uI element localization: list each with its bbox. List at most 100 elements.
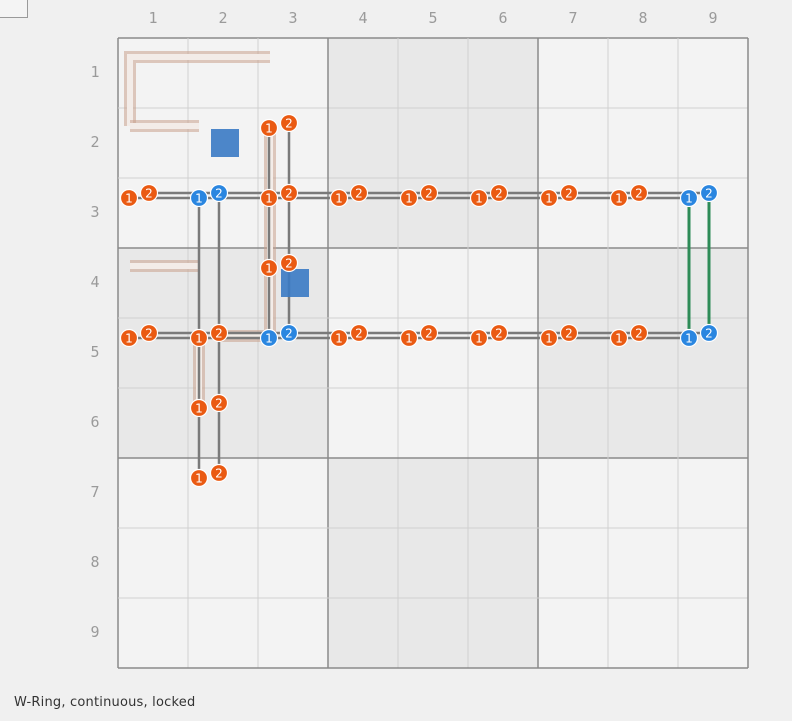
node-1[interactable]: 1 [539, 188, 559, 208]
svg-text:1: 1 [475, 192, 483, 206]
cursor-square[interactable] [281, 269, 309, 297]
row-label: 1 [90, 63, 100, 81]
column-label: 9 [708, 9, 718, 27]
node-1[interactable]: 1 [259, 188, 279, 208]
node-2[interactable]: 2 [419, 323, 439, 343]
svg-text:2: 2 [425, 327, 433, 341]
svg-text:1: 1 [335, 192, 343, 206]
svg-text:1: 1 [195, 402, 203, 416]
svg-text:1: 1 [265, 262, 273, 276]
node-1[interactable]: 1 [259, 118, 279, 138]
node-2[interactable]: 2 [209, 393, 229, 413]
node-1[interactable]: 1 [189, 328, 209, 348]
svg-text:2: 2 [145, 327, 153, 341]
svg-text:2: 2 [215, 187, 223, 201]
shaded-box [538, 248, 748, 458]
node-2[interactable]: 2 [209, 323, 229, 343]
node-2[interactable]: 2 [279, 253, 299, 273]
node-1[interactable]: 1 [609, 328, 629, 348]
row-label: 5 [90, 343, 100, 361]
node-2[interactable]: 2 [279, 183, 299, 203]
svg-text:2: 2 [215, 327, 223, 341]
node-1[interactable]: 1 [189, 468, 209, 488]
svg-text:1: 1 [195, 192, 203, 206]
svg-text:2: 2 [495, 187, 503, 201]
svg-text:2: 2 [565, 327, 573, 341]
node-1[interactable]: 1 [119, 188, 139, 208]
node-1[interactable]: 1 [469, 188, 489, 208]
node-1[interactable]: 1 [679, 328, 699, 348]
column-label: 8 [638, 9, 648, 27]
svg-text:1: 1 [615, 192, 623, 206]
node-1[interactable]: 1 [469, 328, 489, 348]
svg-text:2: 2 [355, 327, 363, 341]
game-board[interactable]: 1 2 1 2 1 2 1 2 1 2 1 2 1 2 1 2 1 21 2 1 2 1 2 1 2 1 2 1 2 1 2 1 2 1 21 21 2… [0, 0, 792, 690]
svg-text:2: 2 [215, 467, 223, 481]
node-1[interactable]: 1 [609, 188, 629, 208]
nodes[interactable]: 1 2 1 2 1 2 1 2 1 2 1 2 1 2 1 2 1 21 2 1 2 1 2 1 2 1 2 1 2 1 2 1 2 1 21 21 2… [119, 113, 719, 488]
column-label: 1 [148, 9, 158, 27]
node-2[interactable]: 2 [489, 183, 509, 203]
svg-text:1: 1 [195, 332, 203, 346]
svg-text:1: 1 [685, 192, 693, 206]
node-1[interactable]: 1 [329, 188, 349, 208]
svg-text:2: 2 [565, 187, 573, 201]
shaded-box [328, 458, 538, 668]
svg-text:2: 2 [705, 327, 713, 341]
node-2[interactable]: 2 [139, 183, 159, 203]
row-label: 8 [90, 553, 100, 571]
svg-text:1: 1 [195, 472, 203, 486]
cursor-square[interactable] [211, 129, 239, 157]
grid-lines [117, 37, 749, 669]
svg-text:1: 1 [125, 192, 133, 206]
node-2[interactable]: 2 [419, 183, 439, 203]
column-label: 7 [568, 9, 578, 27]
node-2[interactable]: 2 [559, 183, 579, 203]
svg-text:2: 2 [705, 187, 713, 201]
node-1[interactable]: 1 [189, 188, 209, 208]
svg-text:2: 2 [635, 187, 643, 201]
svg-text:1: 1 [125, 332, 133, 346]
node-2[interactable]: 2 [559, 323, 579, 343]
node-1[interactable]: 1 [329, 328, 349, 348]
node-1[interactable]: 1 [399, 328, 419, 348]
node-2[interactable]: 2 [699, 323, 719, 343]
node-1[interactable]: 1 [259, 258, 279, 278]
node-2[interactable]: 2 [349, 183, 369, 203]
node-2[interactable]: 2 [209, 463, 229, 483]
node-2[interactable]: 2 [629, 323, 649, 343]
node-1[interactable]: 1 [189, 398, 209, 418]
svg-text:2: 2 [425, 187, 433, 201]
svg-text:1: 1 [545, 192, 553, 206]
column-label: 5 [428, 9, 438, 27]
node-1[interactable]: 1 [399, 188, 419, 208]
svg-text:1: 1 [405, 332, 413, 346]
node-1[interactable]: 1 [539, 328, 559, 348]
node-2[interactable]: 2 [209, 183, 229, 203]
svg-text:1: 1 [615, 332, 623, 346]
node-2[interactable]: 2 [139, 323, 159, 343]
shaded-box [328, 38, 538, 248]
node-2[interactable]: 2 [279, 113, 299, 133]
node-1[interactable]: 1 [119, 328, 139, 348]
highlight-path-top-inner [127, 54, 270, 126]
svg-text:2: 2 [215, 397, 223, 411]
svg-text:2: 2 [495, 327, 503, 341]
node-2[interactable]: 2 [279, 323, 299, 343]
node-2[interactable]: 2 [489, 323, 509, 343]
cursor-squares[interactable] [211, 129, 309, 297]
node-2[interactable]: 2 [349, 323, 369, 343]
svg-text:1: 1 [335, 332, 343, 346]
svg-text:2: 2 [635, 327, 643, 341]
corner-button[interactable] [0, 0, 28, 18]
svg-text:2: 2 [285, 117, 293, 131]
svg-text:1: 1 [265, 192, 273, 206]
node-1[interactable]: 1 [259, 328, 279, 348]
svg-text:2: 2 [285, 257, 293, 271]
node-1[interactable]: 1 [679, 188, 699, 208]
row-label: 3 [90, 203, 100, 221]
node-2[interactable]: 2 [699, 183, 719, 203]
column-label: 2 [218, 9, 228, 27]
status-text: W-Ring, continuous, locked [14, 695, 196, 710]
node-2[interactable]: 2 [629, 183, 649, 203]
